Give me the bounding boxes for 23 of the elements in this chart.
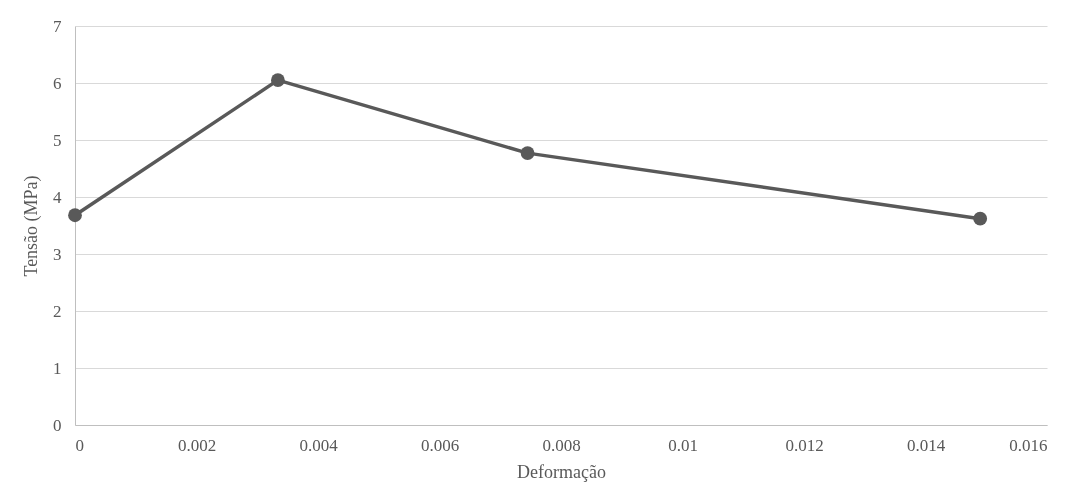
y-axis-title: Tensão (MPa)	[21, 175, 42, 277]
y-tick-label: 4	[53, 187, 62, 207]
x-tick-label: 0.008	[542, 435, 581, 455]
point	[271, 73, 285, 88]
y-tick-label: 1	[53, 358, 62, 378]
point	[520, 146, 535, 160]
x-tick-label: 0	[75, 435, 84, 455]
point	[68, 208, 82, 223]
y-tick-label: 3	[53, 244, 62, 264]
x-tick-label: 0.014	[906, 435, 946, 455]
x-tick-label: 0.004	[299, 435, 339, 455]
y-tick-label: 5	[53, 130, 62, 150]
x-tick-label: 0.006	[420, 435, 460, 455]
x-tick-label: 0.016	[1009, 435, 1048, 455]
y-tick-label: 2	[53, 301, 62, 321]
y-tick-label: 7	[53, 16, 62, 36]
x-tick-label: 0.01	[668, 435, 698, 455]
x-axis-title: Deformação	[517, 461, 606, 482]
point	[973, 211, 988, 226]
x-tick-label: 0.002	[177, 435, 217, 455]
x-tick-label: 0.012	[785, 435, 824, 455]
y-tick-label: 6	[53, 73, 62, 93]
y-tick-label: 0	[53, 415, 62, 435]
